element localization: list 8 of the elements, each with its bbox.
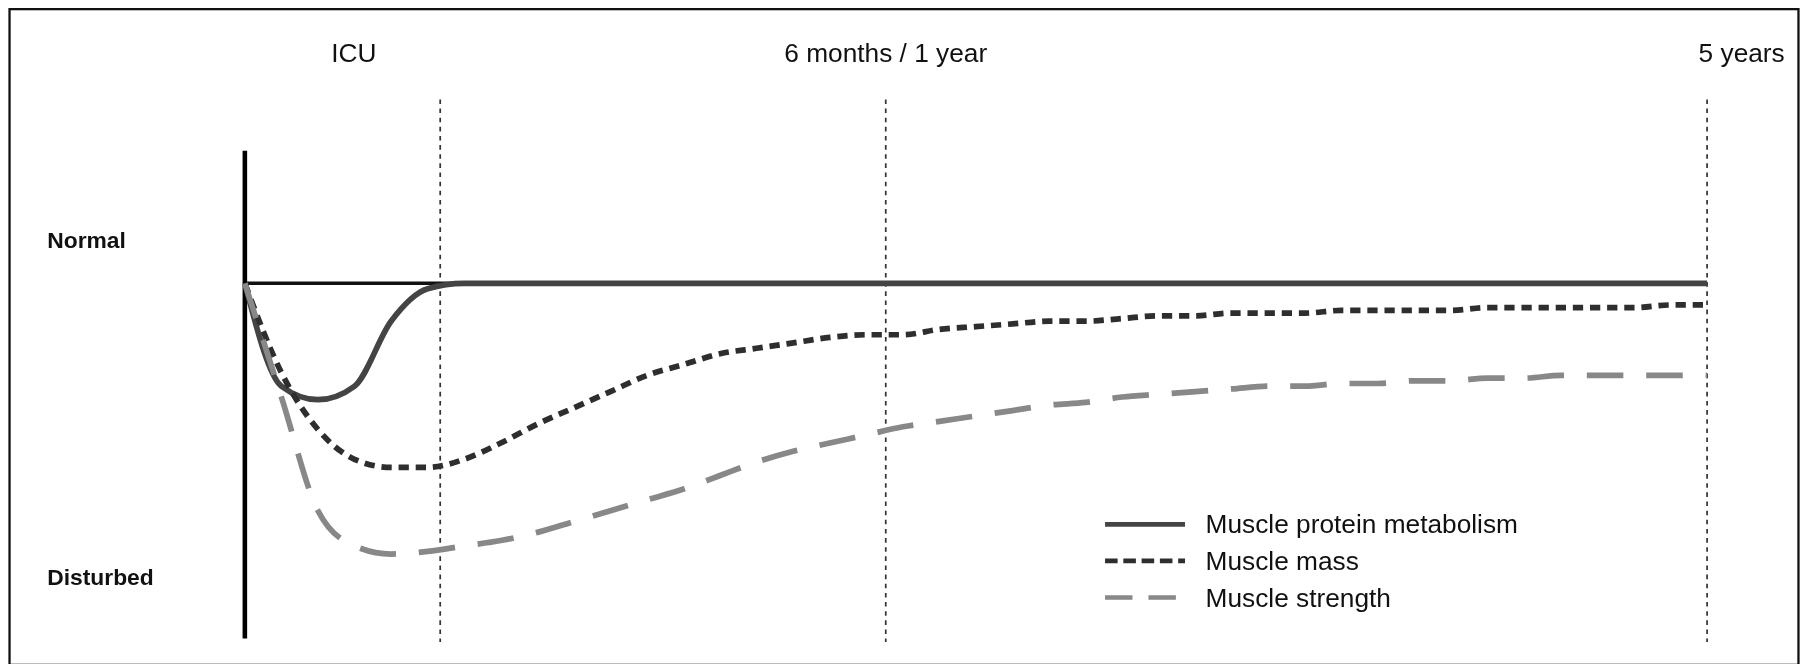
legend-label: Muscle protein metabolism — [1205, 509, 1518, 540]
text: Normal — [47, 226, 126, 253]
text: 6 months / 1 year — [784, 37, 988, 68]
text: Disturbed — [47, 563, 154, 590]
text: ICU — [331, 37, 377, 68]
legend-label: Muscle mass — [1205, 546, 1359, 577]
text: 5 years — [1698, 37, 1785, 68]
legend-label: Muscle strength — [1205, 582, 1391, 613]
